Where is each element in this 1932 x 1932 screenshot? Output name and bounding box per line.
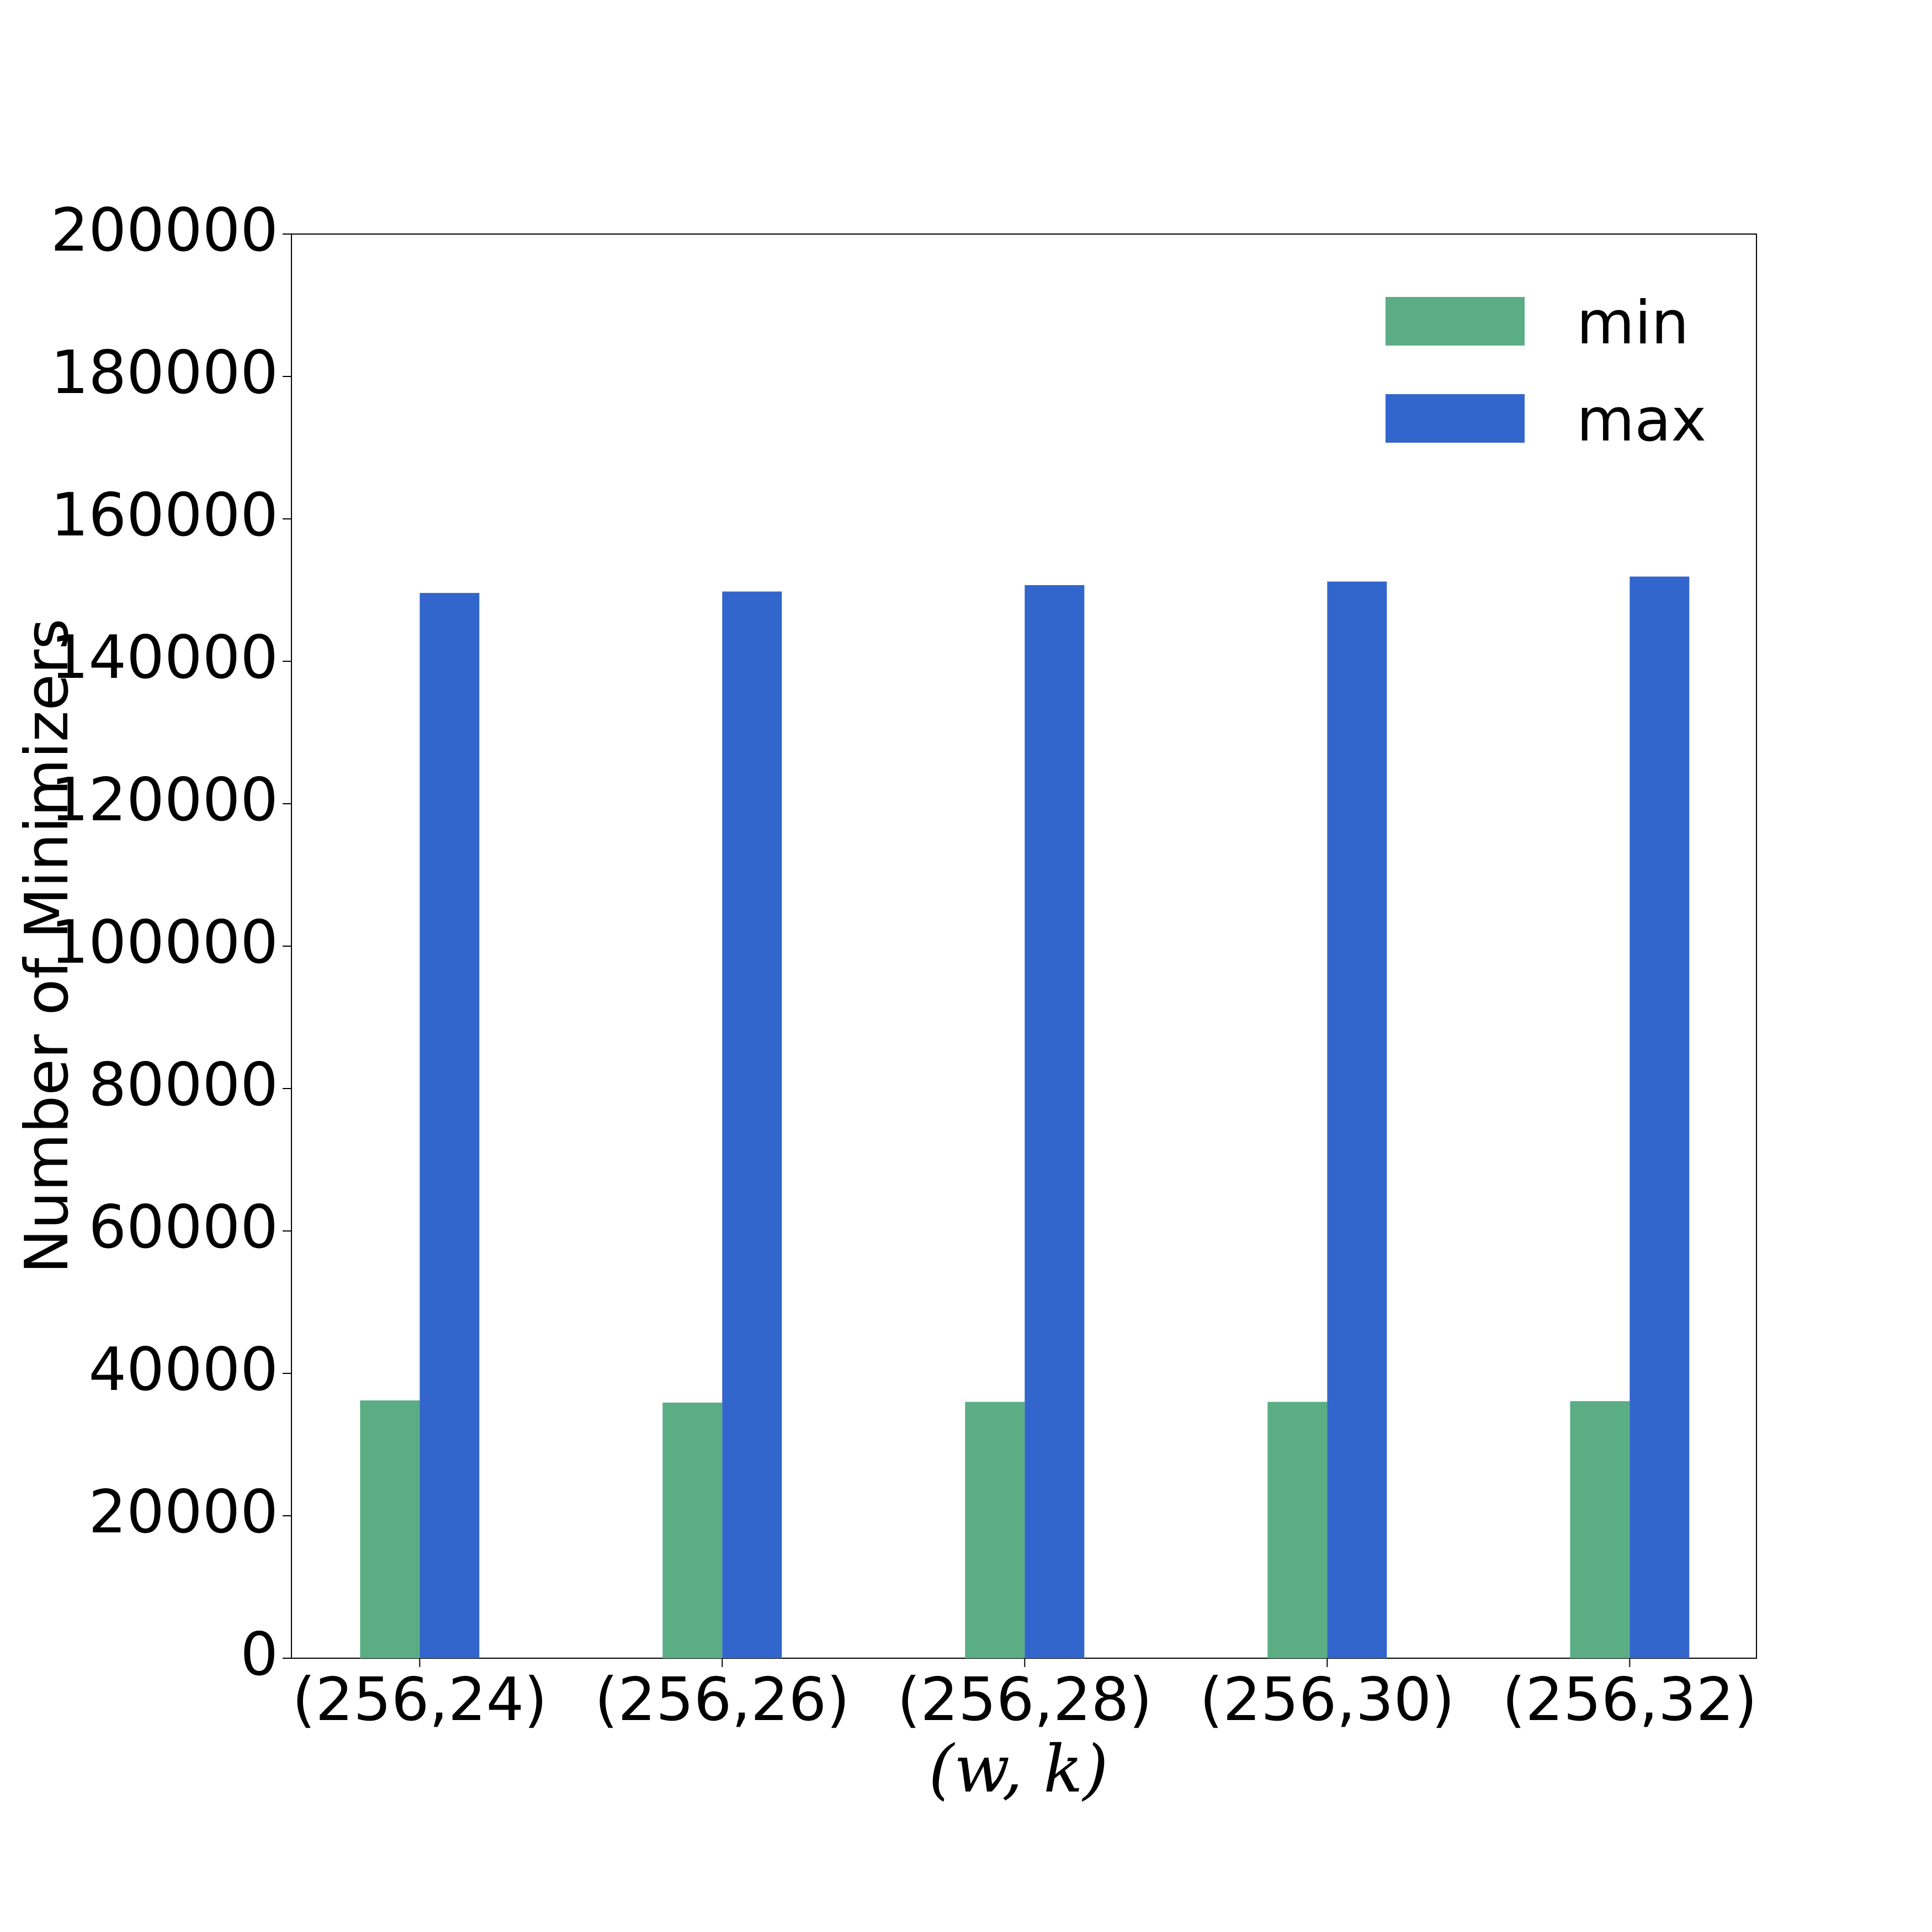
bar bbox=[965, 1402, 1025, 1658]
y-tick-label: 100000 bbox=[51, 908, 278, 977]
bar bbox=[1025, 585, 1085, 1658]
x-tick-label: (256,28) bbox=[897, 1665, 1152, 1734]
x-axis-label: (w, k) bbox=[928, 1731, 1108, 1807]
legend-label: min bbox=[1577, 289, 1689, 358]
y-tick-label: 160000 bbox=[51, 481, 278, 550]
y-tick-label: 20000 bbox=[88, 1478, 278, 1547]
bar bbox=[1267, 1402, 1328, 1658]
y-tick-label: 40000 bbox=[88, 1335, 278, 1404]
y-tick-label: 60000 bbox=[88, 1193, 278, 1262]
bar bbox=[360, 1400, 420, 1658]
x-tick-label: (256,32) bbox=[1502, 1665, 1757, 1734]
y-tick-label: 0 bbox=[240, 1620, 278, 1689]
y-tick-label: 120000 bbox=[51, 766, 278, 835]
bar bbox=[1630, 576, 1690, 1658]
y-tick-label: 200000 bbox=[51, 196, 278, 265]
x-tick-label: (256,26) bbox=[595, 1665, 850, 1734]
bar bbox=[722, 591, 782, 1658]
bar bbox=[662, 1402, 723, 1658]
y-tick-label: 140000 bbox=[51, 623, 278, 692]
bar bbox=[1570, 1401, 1630, 1658]
x-tick-label: (256,24) bbox=[292, 1665, 547, 1734]
y-tick-label: 180000 bbox=[51, 338, 278, 407]
bar bbox=[1327, 581, 1387, 1658]
bar bbox=[420, 593, 480, 1658]
x-tick-label: (256,30) bbox=[1199, 1665, 1455, 1734]
y-axis-label: Number of Minimizers bbox=[13, 618, 82, 1273]
legend-swatch bbox=[1386, 297, 1525, 346]
y-tick-label: 80000 bbox=[88, 1050, 278, 1119]
legend-swatch bbox=[1386, 394, 1525, 443]
legend-label: max bbox=[1577, 386, 1706, 455]
